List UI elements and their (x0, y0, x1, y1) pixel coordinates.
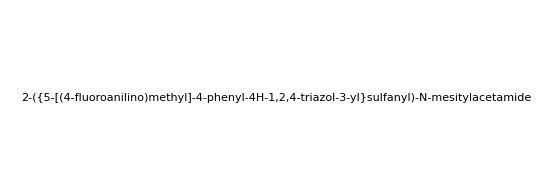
Text: 2-({5-[(4-fluoroanilino)methyl]-4-phenyl-4H-1,2,4-triazol-3-yl}sulfanyl)-N-mesit: 2-({5-[(4-fluoroanilino)methyl]-4-phenyl… (21, 93, 531, 103)
